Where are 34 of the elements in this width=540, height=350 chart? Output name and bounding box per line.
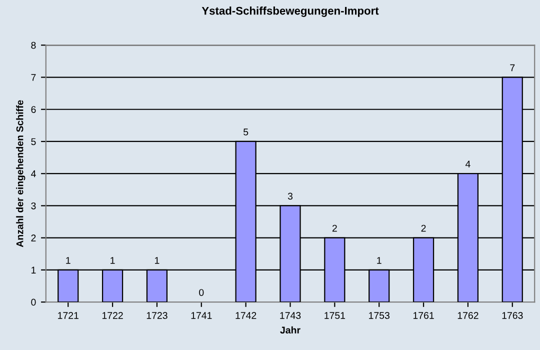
x-tick-label: 1761 <box>413 312 434 319</box>
data-label: 5 <box>244 128 248 136</box>
x-tick-label: 1722 <box>102 312 123 319</box>
data-label: 1 <box>66 257 70 264</box>
y-tick-label: 3 <box>31 202 36 210</box>
y-tick-label: 1 <box>32 266 36 274</box>
data-label: 2 <box>332 224 337 232</box>
x-axis-title: Jahr <box>280 326 300 334</box>
x-tick-label: 1763 <box>502 312 523 319</box>
x-tick-label: 1723 <box>146 312 168 319</box>
y-tick-label: 8 <box>31 42 36 49</box>
x-tick-label: 1751 <box>324 312 346 319</box>
chart-title: Ystad-Schiffsbewegungen-Import <box>202 6 379 17</box>
x-tick-label: 1742 <box>236 312 256 319</box>
data-label: 1 <box>155 257 160 264</box>
y-tick-label: 6 <box>31 106 36 113</box>
y-axis-title: Anzahl der eingehenden Schiffe <box>16 100 26 248</box>
data-label: 1 <box>377 257 382 264</box>
y-tick-label: 5 <box>31 138 36 146</box>
x-tick-label: 1741 <box>191 312 212 319</box>
data-label: 0 <box>199 289 204 296</box>
data-label: 1 <box>110 257 115 264</box>
x-tick-label: 1721 <box>58 312 78 319</box>
x-tick-label: 1762 <box>458 312 478 319</box>
data-label: 7 <box>510 64 515 72</box>
data-label: 3 <box>288 192 293 200</box>
data-label: 2 <box>421 224 426 232</box>
data-label: 4 <box>465 160 470 168</box>
y-tick-label: 2 <box>31 234 36 242</box>
y-tick-label: 0 <box>31 298 36 306</box>
x-tick-label: 1753 <box>369 312 390 319</box>
y-tick-label: 7 <box>31 74 36 81</box>
x-tick-label: 1743 <box>280 312 301 319</box>
y-tick-label: 4 <box>30 170 36 178</box>
